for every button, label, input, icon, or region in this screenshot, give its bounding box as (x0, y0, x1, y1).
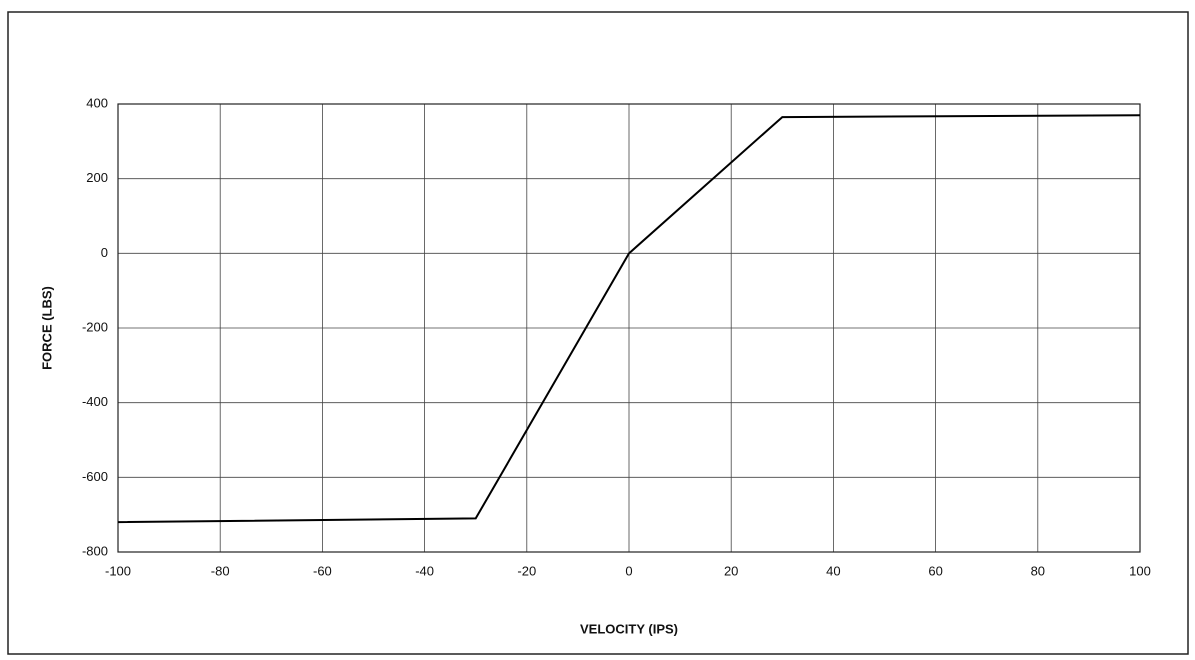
x-tick-label: 100 (1129, 563, 1151, 578)
x-axis-title: VELOCITY (IPS) (580, 621, 678, 636)
y-tick-label: -800 (82, 543, 108, 558)
frame (7, 11, 1189, 655)
x-tick-label: 80 (1031, 563, 1045, 578)
x-tick-label: -40 (415, 563, 434, 578)
y-tick-label: -600 (82, 469, 108, 484)
data-line (117, 114, 1141, 524)
y-tick-label: 0 (101, 245, 108, 260)
x-tick-label: 20 (724, 563, 738, 578)
x-tick-label: -20 (517, 563, 536, 578)
y-tick-label: 400 (86, 95, 108, 110)
y-tick-label: -200 (82, 319, 108, 334)
x-tick-label: 0 (625, 563, 632, 578)
y-axis-title: FORCE (LBS) (39, 286, 54, 370)
x-tick-label: 60 (928, 563, 942, 578)
y-tick-label: -400 (82, 394, 108, 409)
y-tick-label: 200 (86, 170, 108, 185)
x-tick-label: -60 (313, 563, 332, 578)
x-tick-label: 40 (826, 563, 840, 578)
x-tick-label: -100 (105, 563, 131, 578)
x-tick-label: -80 (211, 563, 230, 578)
plot-area (117, 103, 1141, 553)
